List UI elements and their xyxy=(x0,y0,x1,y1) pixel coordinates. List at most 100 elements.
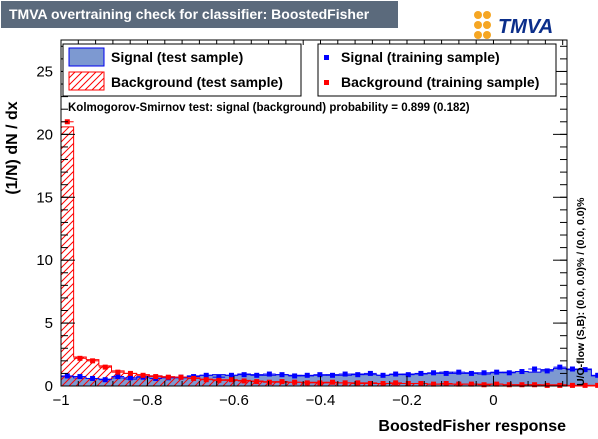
background-train-point xyxy=(178,374,184,380)
logo-text: TMVA xyxy=(498,16,553,38)
signal-train-point xyxy=(77,374,83,380)
signal-train-point xyxy=(127,375,133,381)
signal-train-point xyxy=(216,374,222,380)
plot-title: TMVA overtraining check for classifier: … xyxy=(9,6,370,22)
background-train-point xyxy=(494,381,500,387)
background-train-point xyxy=(90,358,96,364)
background-train-point xyxy=(266,379,272,385)
background-train-point xyxy=(544,382,550,388)
background-train-point xyxy=(254,379,260,385)
background-train-point xyxy=(304,380,310,386)
signal-train-point xyxy=(380,372,386,378)
ks-test-text: Kolmogorov-Smirnov test: signal (backgro… xyxy=(68,102,470,114)
background-train-point xyxy=(140,372,146,378)
plot-frame xyxy=(60,39,568,387)
y-tick-label: 25 xyxy=(36,63,53,80)
background-train-point xyxy=(153,374,159,380)
x-tick-label: −0.8 xyxy=(133,392,163,409)
signal-train-point xyxy=(254,372,260,378)
title-bar: TMVA overtraining check for classifier: … xyxy=(1,1,398,28)
signal-train-point xyxy=(494,369,500,375)
y-axis-title: (1/N) dN / dx xyxy=(4,101,21,194)
background-train-point xyxy=(481,382,487,388)
logo-dot xyxy=(474,21,482,29)
y-tick-label: 15 xyxy=(36,189,53,206)
background-train-point xyxy=(127,370,133,376)
signal-train-point xyxy=(279,372,285,378)
legend-background-test-swatch xyxy=(68,71,105,91)
background-train-point xyxy=(405,380,411,386)
x-tick-label: 0 xyxy=(489,392,497,409)
x-tick-label: −0.6 xyxy=(219,392,249,409)
background-train-point xyxy=(165,374,171,380)
signal-train-point xyxy=(431,370,437,376)
legend-signal-test-label: Signal (test sample) xyxy=(111,49,243,65)
background-train-point xyxy=(115,369,121,375)
background-train-point xyxy=(582,382,588,388)
signal-train-point xyxy=(418,370,424,376)
plot-area xyxy=(60,119,598,388)
legend-signal-test-swatch xyxy=(68,47,105,67)
background-train-point xyxy=(595,382,598,388)
background-train-point xyxy=(330,379,336,385)
background-train-point xyxy=(418,380,424,386)
legend: Signal (test sample) Background (test sa… xyxy=(62,43,557,97)
background-train-point xyxy=(317,380,323,386)
background-train-point xyxy=(506,382,512,388)
signal-train-point xyxy=(443,370,449,376)
background-train-point xyxy=(355,380,361,386)
logo-dot xyxy=(474,31,482,39)
legend-signal-train-marker xyxy=(324,55,329,60)
y-tick-label: 20 xyxy=(36,126,53,143)
y-tick-label: 10 xyxy=(36,252,53,269)
legend-background-train-marker xyxy=(324,80,329,85)
logo-dot xyxy=(483,11,491,19)
x-tick-label: −1 xyxy=(52,392,69,409)
background-train-point xyxy=(228,377,234,383)
signal-train-point xyxy=(569,366,575,372)
background-train-point xyxy=(102,364,108,370)
signal-train-point xyxy=(292,373,298,379)
signal-train-point xyxy=(203,372,209,378)
legend-signal-train-label: Signal (training sample) xyxy=(341,49,500,65)
logo-dot xyxy=(474,11,482,19)
background-train-point xyxy=(241,378,247,384)
signal-train-point xyxy=(330,372,336,378)
tmva-logo: TMVA xyxy=(474,11,553,39)
y-tick-label: 0 xyxy=(45,378,53,395)
signal-train-point xyxy=(595,372,598,378)
signal-train-point xyxy=(317,372,323,378)
x-tick-label: −0.4 xyxy=(306,392,336,409)
signal-train-point xyxy=(241,372,247,378)
signal-train-point xyxy=(367,370,373,376)
signal-train-point xyxy=(115,374,121,380)
signal-train-point xyxy=(532,366,538,372)
legend-background-train-label: Background (training sample) xyxy=(341,74,539,90)
x-axis-title: BoostedFisher response xyxy=(378,418,566,435)
signal-train-point xyxy=(102,377,108,383)
legend-background-test-label: Background (test sample) xyxy=(111,74,283,90)
signal-train-point xyxy=(90,375,96,381)
background-train-point xyxy=(393,380,399,386)
signal-train-point xyxy=(405,372,411,378)
background-train-point xyxy=(569,382,575,388)
signal-train-point xyxy=(64,373,70,379)
logo-dot xyxy=(483,31,491,39)
background-train-point xyxy=(216,377,222,383)
signal-train-point xyxy=(506,370,512,376)
signal-train-point xyxy=(228,372,234,378)
signal-train-point xyxy=(582,367,588,373)
signal-train-point xyxy=(468,370,474,376)
logo-dot xyxy=(483,21,491,29)
signal-train-point xyxy=(557,364,563,370)
background-train-point xyxy=(519,382,525,388)
y-tick-label: 5 xyxy=(45,315,53,332)
signal-train-point xyxy=(481,370,487,376)
signal-train-point xyxy=(266,371,272,377)
background-train-point xyxy=(557,382,563,388)
signal-train-point xyxy=(544,368,550,374)
signal-train-point xyxy=(355,372,361,378)
background-train-point xyxy=(292,379,298,385)
background-train-point xyxy=(203,377,209,383)
